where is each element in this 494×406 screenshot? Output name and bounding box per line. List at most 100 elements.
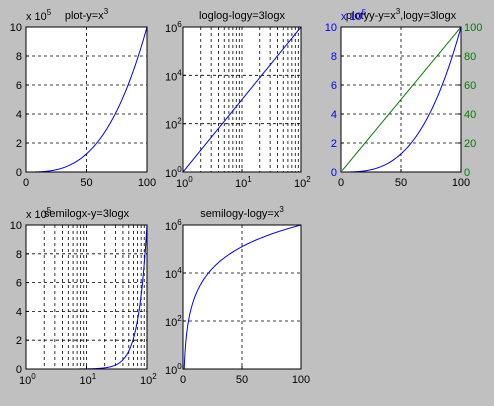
series-line xyxy=(341,26,462,171)
y-tick-label: 10 xyxy=(325,22,337,34)
y2-tick-label: 60 xyxy=(464,80,476,92)
y-tick-label-base: 10 xyxy=(165,71,177,83)
x-tick-label-exp: 1 xyxy=(247,175,252,184)
chart-title-base: plot-y=x xyxy=(65,10,104,22)
y-tick-label: 0 xyxy=(16,167,22,179)
y-tick-label-base: 10 xyxy=(165,23,177,35)
y-tick-label: 6 xyxy=(331,80,337,92)
x-tick-label: 50 xyxy=(80,177,92,189)
x-tick-label: 100 xyxy=(176,175,193,190)
y2-tick-label: 0 xyxy=(464,167,470,179)
x-tick-label-exp: 1 xyxy=(92,372,97,381)
y-tick-label: 6 xyxy=(16,80,22,92)
x-tick-label: 101 xyxy=(235,175,252,190)
chart-title: loglog-logy=3logx xyxy=(199,10,285,22)
y2-tick-label: 40 xyxy=(464,109,476,121)
y-tick-label: 10 xyxy=(10,220,22,232)
y-tick-label: 0 xyxy=(16,364,22,376)
y-tick-label: 2 xyxy=(16,335,22,347)
x-tick-label-exp: 0 xyxy=(31,372,36,381)
y-tick-label: 100 xyxy=(165,165,182,180)
y2-tick-label: 80 xyxy=(464,51,476,63)
x-tick-label: 100 xyxy=(138,177,156,189)
chart-title-base: semilogy-logy=x xyxy=(200,208,280,220)
x-tick-label: 101 xyxy=(80,372,97,387)
y-tick-label: 102 xyxy=(165,117,182,132)
y-tick-label: 102 xyxy=(165,314,182,329)
x-tick-label-base: 10 xyxy=(176,178,188,190)
chart-title: plot-y=x3 xyxy=(65,7,109,22)
y-tick-label-exp: 0 xyxy=(177,362,182,371)
y-tick-label-base: 10 xyxy=(165,120,177,132)
axis-multiplier: x 105 xyxy=(341,8,367,23)
series-line xyxy=(182,26,302,173)
axis-multiplier-exp: 5 xyxy=(47,206,52,215)
x-tick-label-base: 10 xyxy=(80,375,92,387)
y-tick-label: 2 xyxy=(331,138,337,150)
y-tick-label: 0 xyxy=(331,167,337,179)
chart-title-tail: ,logy=3logx xyxy=(400,10,456,22)
y-tick-label-exp: 6 xyxy=(177,218,182,227)
series-line xyxy=(342,26,462,173)
x-tick-label: 0 xyxy=(338,177,344,189)
chart-title: semilogy-logy=x3 xyxy=(200,205,284,220)
y-tick-label: 8 xyxy=(16,51,22,63)
y-tick-label: 10 xyxy=(10,22,22,34)
series-line xyxy=(183,224,302,370)
axis-multiplier-exp: 5 xyxy=(47,8,52,17)
x-tick-label-exp: 2 xyxy=(152,372,157,381)
x-tick-label-base: 10 xyxy=(235,178,247,190)
y2-tick-label: 20 xyxy=(464,138,476,150)
x-tick-label-base: 10 xyxy=(140,375,152,387)
x-tick-label-exp: 2 xyxy=(306,175,311,184)
y-tick-label: 4 xyxy=(16,109,22,121)
y-tick-label-exp: 2 xyxy=(177,117,182,126)
x-tick-label: 102 xyxy=(294,175,311,190)
y-tick-label-exp: 4 xyxy=(177,68,182,77)
x-tick-label-base: 10 xyxy=(294,178,306,190)
x-tick-label: 50 xyxy=(395,177,407,189)
x-tick-label-exp: 0 xyxy=(188,175,193,184)
x-tick-label: 0 xyxy=(23,177,29,189)
series-line xyxy=(27,26,148,173)
y-tick-label-exp: 0 xyxy=(177,165,182,174)
y-tick-label-base: 10 xyxy=(165,365,177,377)
y-tick-label-exp: 2 xyxy=(177,314,182,323)
y-tick-label-base: 10 xyxy=(165,269,177,281)
y-tick-label: 100 xyxy=(165,362,182,377)
y-tick-label: 8 xyxy=(16,249,22,261)
axis-multiplier: x 105 xyxy=(26,8,52,23)
axis-multiplier-base: x 10 xyxy=(26,209,47,221)
y-tick-label-base: 10 xyxy=(165,168,177,180)
x-tick-label: 102 xyxy=(140,372,157,387)
y-tick-label: 8 xyxy=(331,51,337,63)
axis-multiplier-base: x 10 xyxy=(341,11,362,23)
y-tick-label-exp: 4 xyxy=(177,266,182,275)
x-tick-label: 100 xyxy=(292,374,310,386)
chart-title-exp: 3 xyxy=(396,7,401,16)
x-tick-label-base: 10 xyxy=(19,375,31,387)
y-tick-label-base: 10 xyxy=(165,221,177,233)
chart-title-base: plotyy-y=x xyxy=(346,10,396,22)
chart-title-exp: 3 xyxy=(279,205,284,214)
axes-p1: 0 50 100 0 2 4 6 8 10 x 105 plot-y=x3 xyxy=(10,7,156,189)
chart-title-exp: 3 xyxy=(104,7,109,16)
chart-title: semilogx-y=3logx xyxy=(44,208,130,220)
x-tick-label: 50 xyxy=(236,374,248,386)
axis-multiplier-base: x 10 xyxy=(26,11,47,23)
y-tick-label: 4 xyxy=(331,109,337,121)
y-tick-label: 4 xyxy=(16,306,22,318)
y-tick-label: 104 xyxy=(165,68,182,83)
x-tick-label: 100 xyxy=(19,372,36,387)
x-tick-label: 100 xyxy=(452,177,470,189)
y-tick-label: 106 xyxy=(165,20,182,35)
y-tick-label: 106 xyxy=(165,218,182,233)
chart-title: plotyy-y=x3,logy=3logx xyxy=(346,7,457,22)
y-tick-label-base: 10 xyxy=(165,317,177,329)
y-tick-label-exp: 6 xyxy=(177,20,182,29)
